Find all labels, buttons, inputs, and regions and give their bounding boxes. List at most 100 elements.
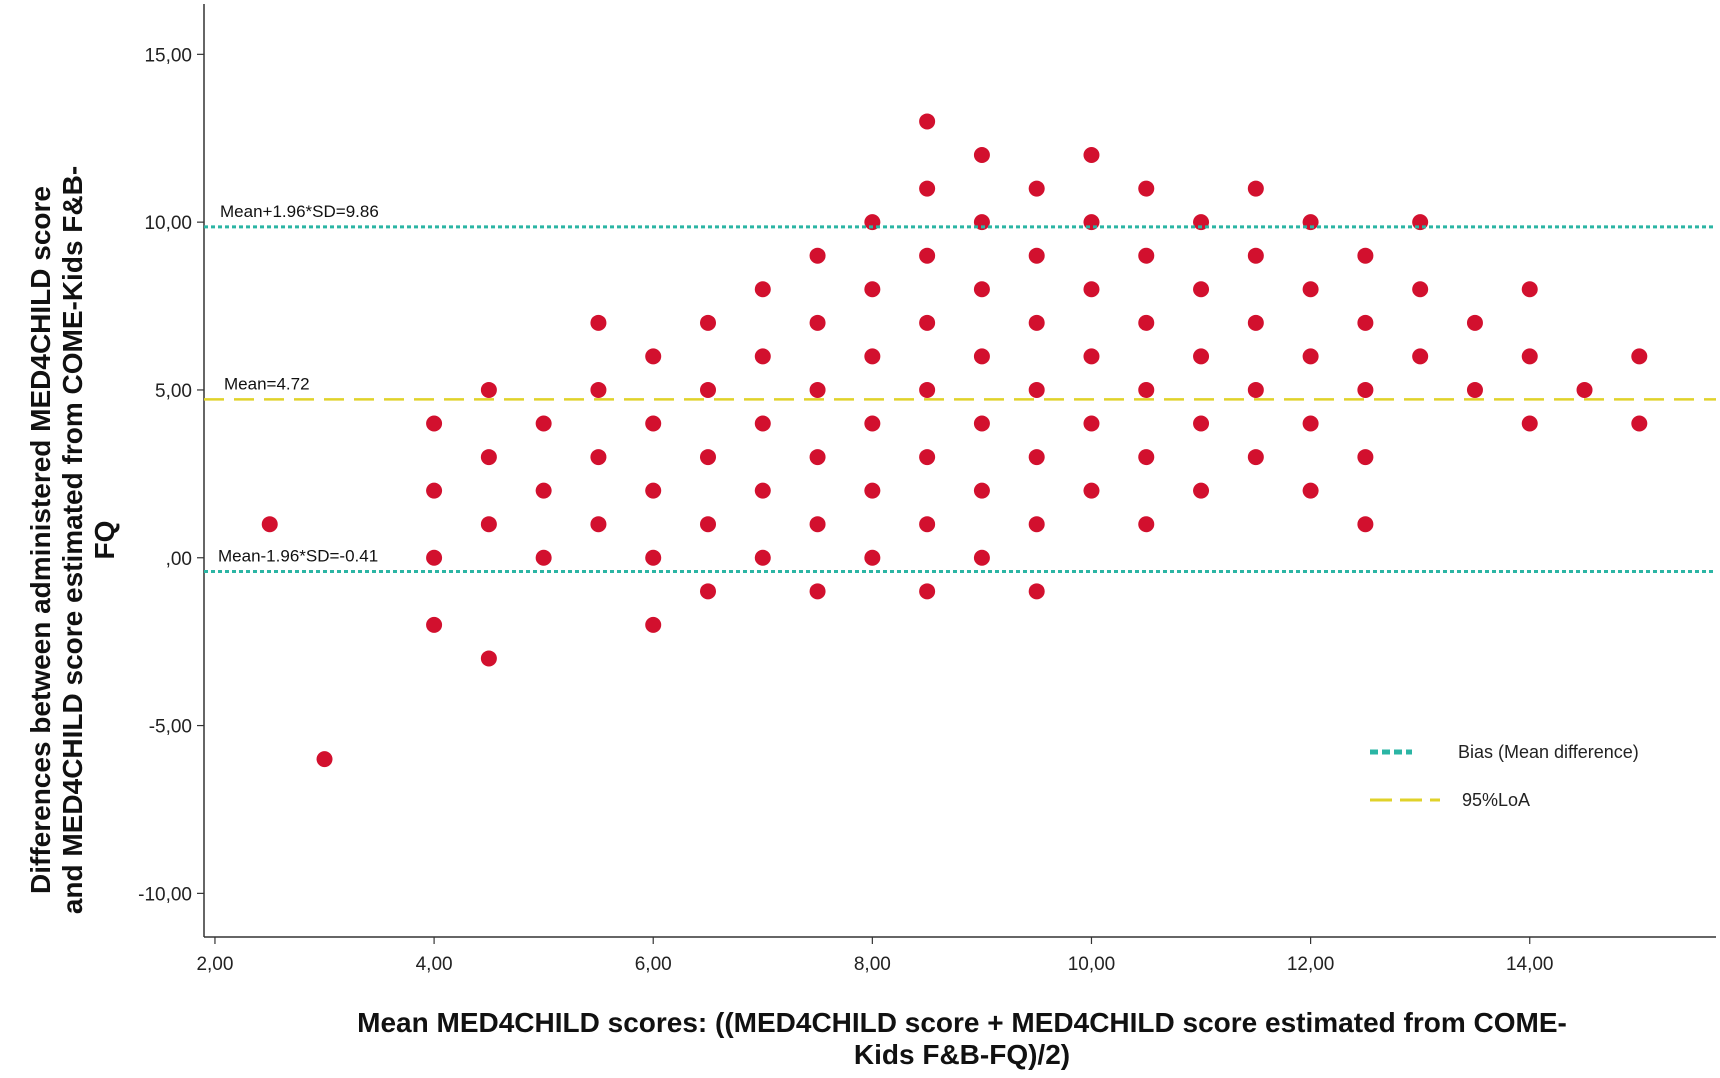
y-axis-title-line-3: FQ: [89, 521, 120, 560]
data-point: [1028, 180, 1045, 197]
data-point: [754, 281, 771, 298]
data-point: [316, 751, 333, 768]
data-point: [864, 415, 881, 432]
data-point: [1193, 482, 1210, 499]
x-tick-label: 2,00: [196, 954, 233, 975]
data-point: [1028, 314, 1045, 331]
data-point: [1028, 449, 1045, 466]
data-point: [1083, 214, 1100, 231]
data-point: [1631, 415, 1648, 432]
legend: Bias (Mean difference) 95%LoA: [1370, 742, 1639, 810]
data-point: [809, 516, 826, 533]
data-point: [973, 281, 990, 298]
reference-lines: Mean+1.96*SD=9.86 Mean=4.72 Mean-1.96*SD=-…: [204, 202, 1716, 574]
data-point: [1247, 449, 1264, 466]
data-point: [1138, 314, 1155, 331]
data-point: [645, 348, 662, 365]
reference-line-label: Mean+1.96*SD=9.86: [220, 202, 379, 221]
y-tick-label: ,00: [166, 549, 192, 570]
data-point: [1247, 381, 1264, 398]
data-point: [426, 482, 443, 499]
data-point: [590, 314, 607, 331]
legend-label-loa: 95%LoA: [1462, 790, 1530, 810]
data-point: [754, 482, 771, 499]
data-point: [535, 549, 552, 566]
data-point: [809, 247, 826, 264]
data-point: [973, 348, 990, 365]
data-point: [700, 449, 716, 466]
y-tick-label: -5,00: [149, 717, 192, 738]
y-tick-label: 15,00: [144, 45, 192, 66]
x-tick-label: 14,00: [1506, 954, 1554, 975]
data-point: [645, 549, 662, 566]
data-point: [1412, 281, 1429, 298]
data-point: [426, 549, 443, 566]
data-point: [590, 449, 607, 466]
data-point: [1521, 415, 1538, 432]
data-point: [1302, 482, 1319, 499]
data-point: [590, 516, 607, 533]
data-point: [535, 415, 552, 432]
data-points: [261, 113, 1648, 768]
data-point: [1138, 516, 1155, 533]
x-axis-title-line-1: Mean MED4CHILD scores: ((MED4CHILD score…: [357, 1007, 1567, 1038]
data-point: [535, 482, 552, 499]
data-point: [919, 449, 936, 466]
data-point: [864, 482, 881, 499]
data-point: [1028, 381, 1045, 398]
data-point: [1083, 281, 1100, 298]
y-axis-title-line-2: and MED4CHILD score estimated from COME-…: [57, 166, 88, 914]
data-point: [919, 516, 936, 533]
data-point: [645, 616, 662, 633]
data-point: [1028, 247, 1045, 264]
axes: [203, 4, 1716, 938]
y-axis-title: Differences between administered MED4CHI…: [25, 166, 120, 914]
data-point: [1138, 381, 1155, 398]
data-point: [1138, 449, 1155, 466]
y-tick-label: 10,00: [144, 213, 192, 234]
data-point: [645, 415, 662, 432]
data-point: [1466, 314, 1483, 331]
data-point: [1083, 482, 1100, 499]
data-point: [809, 583, 826, 600]
data-point: [480, 650, 497, 667]
data-point: [645, 482, 662, 499]
data-point: [1357, 247, 1374, 264]
data-point: [480, 381, 497, 398]
data-point: [919, 583, 936, 600]
data-point: [1466, 381, 1483, 398]
data-point: [1357, 381, 1374, 398]
data-point: [919, 180, 936, 197]
data-point: [754, 348, 771, 365]
data-point: [1631, 348, 1648, 365]
data-point: [919, 247, 936, 264]
data-point: [1193, 281, 1210, 298]
data-point: [700, 381, 716, 398]
y-tick-label: -10,00: [138, 884, 192, 905]
data-point: [1028, 583, 1045, 600]
data-point: [700, 516, 716, 533]
data-point: [919, 314, 936, 331]
data-point: [1302, 415, 1319, 432]
data-point: [864, 348, 881, 365]
data-point: [973, 147, 990, 164]
data-point: [1521, 348, 1538, 365]
data-point: [973, 415, 990, 432]
data-point: [1247, 314, 1264, 331]
data-point: [1521, 281, 1538, 298]
data-point: [700, 314, 716, 331]
data-point: [809, 449, 826, 466]
data-point: [1357, 516, 1374, 533]
x-tick-label: 6,00: [635, 954, 672, 975]
data-point: [1576, 381, 1593, 398]
data-point: [1083, 348, 1100, 365]
data-point: [919, 381, 936, 398]
data-point: [1083, 415, 1100, 432]
x-axis-title-line-2: Kids F&B-FQ)/2): [854, 1039, 1070, 1070]
data-point: [754, 549, 771, 566]
data-point: [1412, 348, 1429, 365]
data-point: [1247, 247, 1264, 264]
data-point: [480, 516, 497, 533]
data-point: [1138, 247, 1155, 264]
